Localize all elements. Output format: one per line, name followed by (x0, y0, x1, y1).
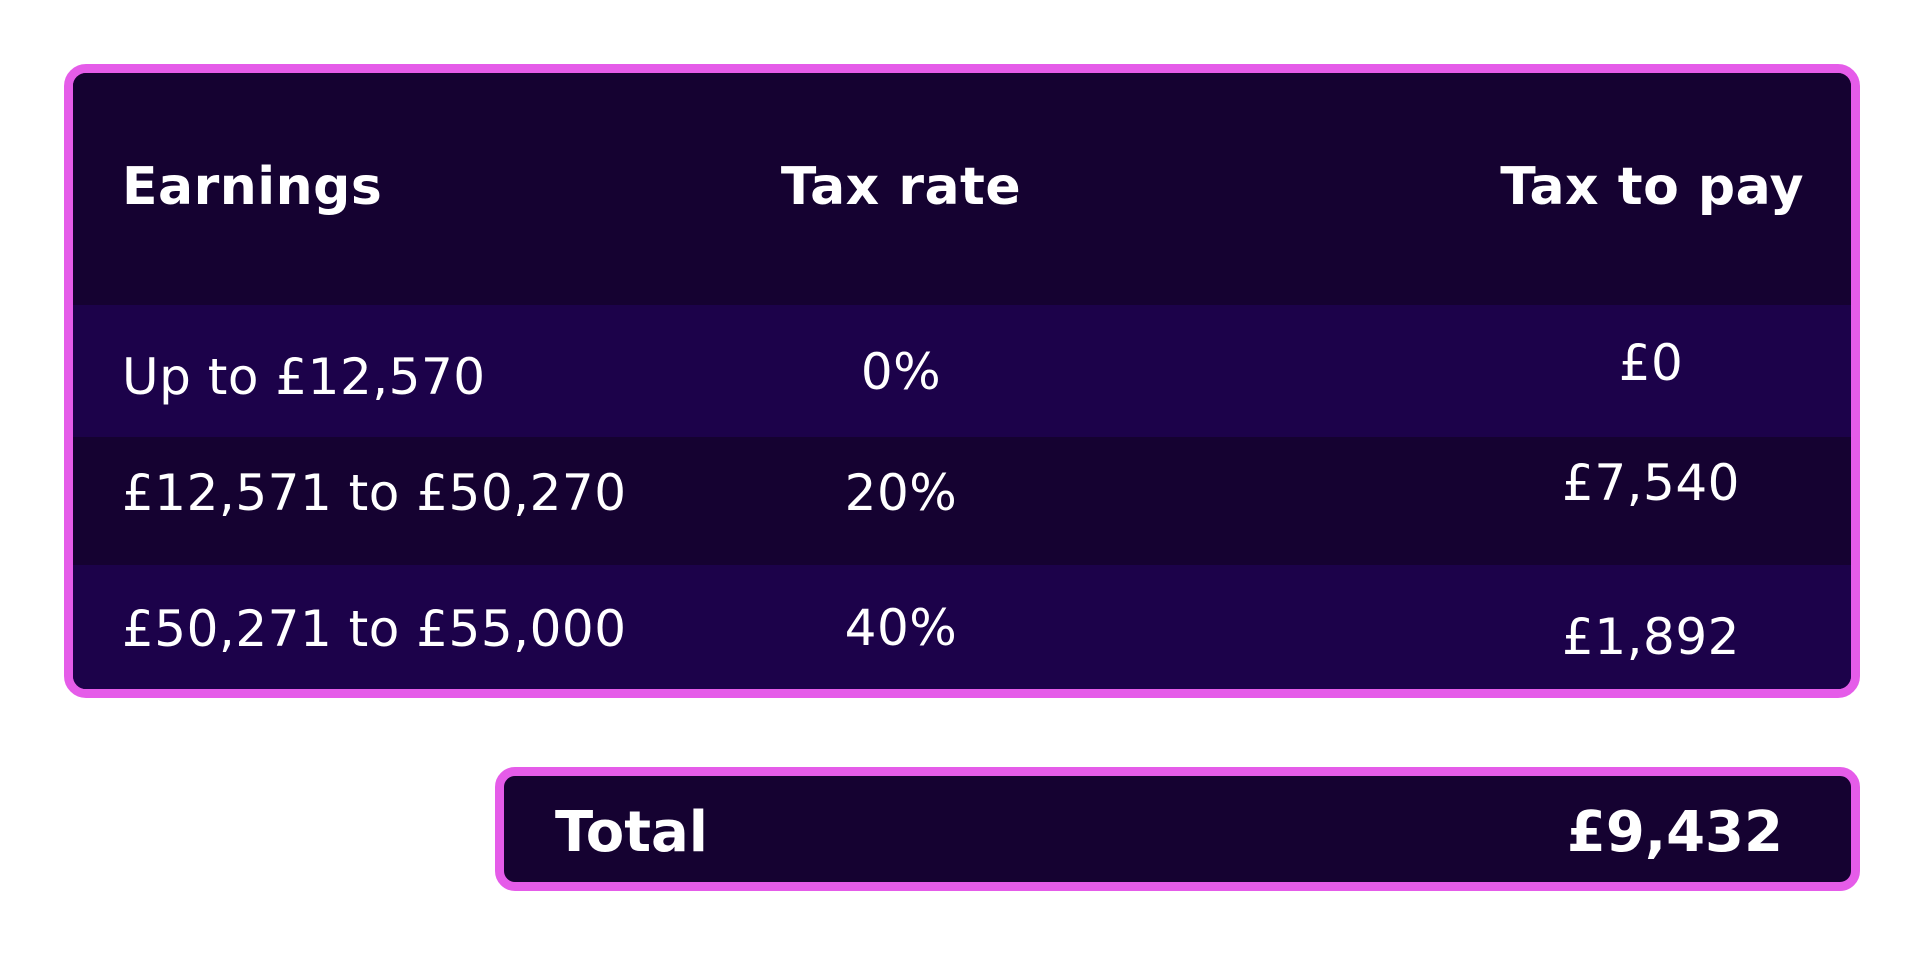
total-label: Total (555, 800, 708, 865)
tax-bands-table: Earnings Tax rate Tax to pay Up to £12,5… (64, 64, 1860, 698)
header-earnings: Earnings (122, 157, 383, 217)
tax-rate-cell: 0% (860, 343, 942, 401)
earnings-cell: £12,571 to £50,270 (122, 464, 627, 522)
table-row: £50,271 to £55,000 40% £1,892 (73, 565, 1851, 689)
tax-rate-cell: 20% (844, 464, 958, 522)
total-value: £9,432 (1566, 800, 1783, 865)
header-tax-to-pay: Tax to pay (1500, 157, 1804, 217)
tax-to-pay-cell: £7,540 (1562, 454, 1740, 512)
tax-to-pay-cell: £1,892 (1562, 608, 1740, 666)
table-row: Up to £12,570 0% £0 (73, 305, 1851, 437)
tax-to-pay-cell: £0 (1618, 334, 1684, 392)
tax-rate-cell: 40% (844, 599, 958, 657)
table-row: £12,571 to £50,270 20% £7,540 (73, 437, 1851, 565)
header-tax-rate: Tax rate (780, 157, 1022, 217)
earnings-cell: £50,271 to £55,000 (122, 600, 627, 658)
table-header-row: Earnings Tax rate Tax to pay (73, 73, 1851, 305)
earnings-cell: Up to £12,570 (122, 348, 486, 406)
total-summary: Total £9,432 (495, 767, 1860, 891)
